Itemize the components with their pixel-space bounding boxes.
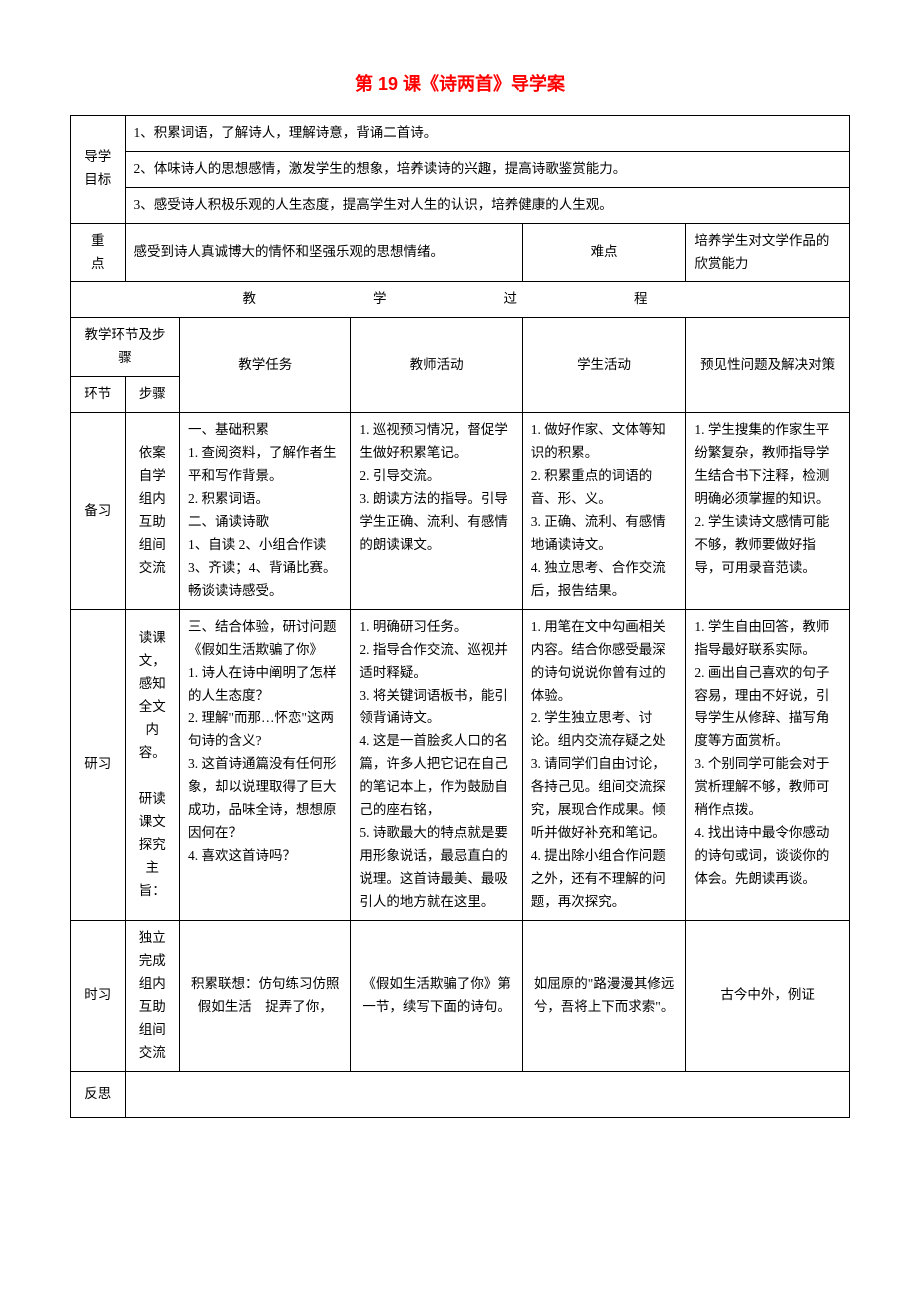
table-row: 时习 独立 完成 组内 互助 组间 交流 积累联想：仿句练习仿照假如生活 捉弄了… [71,920,850,1071]
step-header: 步骤 [125,377,180,413]
objective-2: 2、体味诗人的思想感情，激发学生的想象，培养读诗的兴趣，提高诗歌鉴赏能力。 [125,151,849,187]
foresee-header: 预见性问题及解决对策 [686,318,850,413]
objective-1: 1、积累词语，了解诗人，理解诗意，背诵二首诗。 [125,115,849,151]
teacher-beixi: 1. 巡视预习情况，督促学生做好积累笔记。 2. 引导交流。 3. 朗读方法的指… [351,413,522,610]
reflect-cell [125,1071,849,1117]
step-beixi: 依案 自学 组内 互助 组间 交流 [125,413,180,610]
reflect-label: 反思 [71,1071,126,1117]
process-header: 教 学 过 程 [71,282,850,318]
lesson-plan-table: 导学目标 1、积累词语，了解诗人，理解诗意，背诵二首诗。 2、体味诗人的思想感情… [70,115,850,1118]
objectives-label: 导学目标 [71,115,126,223]
student-beixi: 1. 做好作家、文体等知识的积累。 2. 积累重点的词语的音、形、义。 3. 正… [522,413,686,610]
foresee-beixi: 1. 学生搜集的作家生平纷繁复杂，教师指导学生结合书下注释，检测明确必须掌握的知… [686,413,850,610]
teacher-shixi: 《假如生活欺骗了你》第一节，续写下面的诗句。 [351,920,522,1071]
task-shixi: 积累联想：仿句练习仿照假如生活 捉弄了你， [180,920,351,1071]
student-yanxi: 1. 用笔在文中勾画相关内容。结合你感受最深的诗句说说你曾有过的体验。 2. 学… [522,609,686,920]
difficulty-text: 培养学生对文学作品的欣赏能力 [686,223,850,282]
task-beixi: 一、基础积累 1. 查阅资料，了解作者生平和写作背景。 2. 积累词语。 二、诵… [180,413,351,610]
table-row: 备习 依案 自学 组内 互助 组间 交流 一、基础积累 1. 查阅资料，了解作者… [71,413,850,610]
task-yanxi: 三、结合体验，研讨问题《假如生活欺骗了你》 1. 诗人在诗中阐明了怎样的人生态度… [180,609,351,920]
env-shixi: 时习 [71,920,126,1071]
foresee-yanxi: 1. 学生自由回答，教师指导最好联系实际。 2. 画出自己喜欢的句子容易，理由不… [686,609,850,920]
env-yanxi: 研习 [71,609,126,920]
teacher-yanxi: 1. 明确研习任务。 2. 指导合作交流、巡视并适时释疑。 3. 将关键词语板书… [351,609,522,920]
page-title: 第 19 课《诗两首》导学案 [70,70,850,99]
foresee-shixi: 古今中外，例证 [686,920,850,1071]
step-yanxi: 读课文，感知全文内容。 研读课文探究主旨： [125,609,180,920]
env-header: 环节 [71,377,126,413]
env-beixi: 备习 [71,413,126,610]
student-shixi: 如屈原的"路漫漫其修远兮，吾将上下而求索"。 [522,920,686,1071]
objective-3: 3、感受诗人积极乐观的人生态度，提高学生对人生的认识，培养健康的人生观。 [125,187,849,223]
step-shixi: 独立 完成 组内 互助 组间 交流 [125,920,180,1071]
student-header: 学生活动 [522,318,686,413]
keypoint-label: 重 点 [71,223,126,282]
teacher-header: 教师活动 [351,318,522,413]
table-row: 研习 读课文，感知全文内容。 研读课文探究主旨： 三、结合体验，研讨问题《假如生… [71,609,850,920]
table-row: 反思 [71,1071,850,1117]
keypoint-text: 感受到诗人真诚博大的情怀和坚强乐观的思想情绪。 [125,223,522,282]
env-step-header: 教学环节及步骤 [71,318,180,377]
task-header: 教学任务 [180,318,351,413]
difficulty-label: 难点 [522,223,686,282]
